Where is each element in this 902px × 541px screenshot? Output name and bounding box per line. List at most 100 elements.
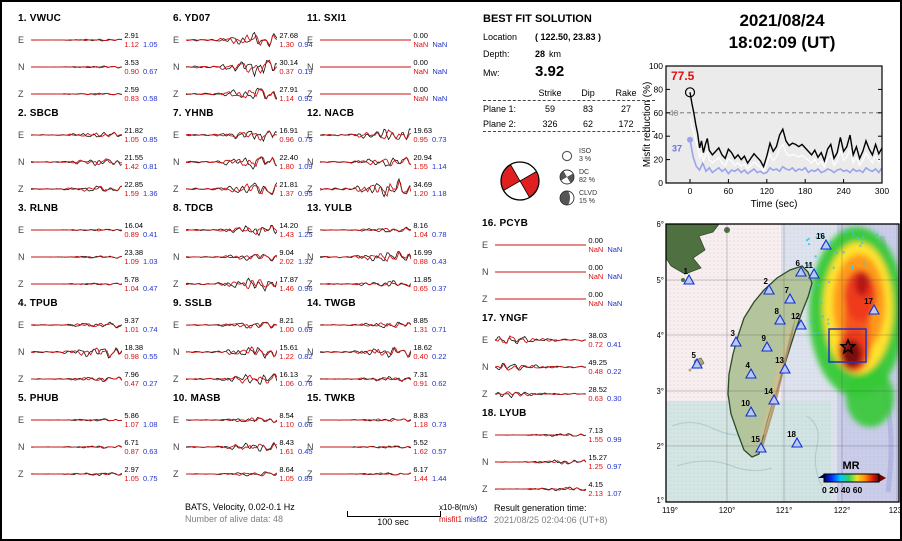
svg-text:60: 60 <box>724 186 734 196</box>
dc-component: DC 82 % <box>559 169 595 185</box>
station-column-1: 1. VWUC E 2.91 1.12 1.05 N 3.53 0.90 0.67 Z 2.59 0.… <box>18 10 172 485</box>
svg-text:6: 6 <box>796 259 801 268</box>
component-values: 23.38 1.09 1.03 <box>124 247 158 266</box>
component-row-z: Z 6.17 1.44 1.44 <box>307 460 461 487</box>
station-title: 5. PHUB <box>18 393 59 404</box>
waveform-lyub-n <box>494 458 587 465</box>
waveform-masb-z <box>185 470 278 476</box>
origin-time: 18:02:09 (UT) <box>728 33 836 52</box>
svg-text:18: 18 <box>787 430 796 439</box>
waveform-lyub-z <box>494 486 587 491</box>
station-twgb: 14. TWGB E 8.85 1.31 0.71 N 18.62 0.40 0.22 Z 7.31… <box>307 295 461 390</box>
component-row-z: Z 8.64 1.05 0.89 <box>173 460 327 487</box>
component-row-z: Z 7.96 0.47 0.27 <box>18 365 172 392</box>
location-value: ( 122.50, 23.83 ) <box>535 32 602 42</box>
waveform-sbcb-e <box>30 131 122 137</box>
waveform-tdcb-z <box>185 277 278 292</box>
lat-label: 23° <box>657 387 664 396</box>
component-values: 0.00 NaN NaN <box>588 262 623 281</box>
svg-text:14: 14 <box>764 387 773 396</box>
nodal-plane-table: Strike Dip Rake Plane 1: 59 83 27 Plane … <box>483 85 655 132</box>
component-label: E <box>18 224 25 235</box>
station-yd07: 6. YD07 E 27.68 1.30 0.94 N 30.14 0.37 0.19 Z 27.9… <box>173 10 327 105</box>
component-values: 8.64 1.05 0.89 <box>279 464 313 483</box>
component-row-z: Z 0.00 NaN NaN <box>307 80 461 107</box>
station-sxi1: 11. SXI1 E 0.00 NaN NaN N 0.00 NaN NaN Z 0.00 NaN Na… <box>307 10 461 105</box>
map-station-5: 5 <box>691 351 703 369</box>
map-station-1: 1 <box>683 267 695 285</box>
component-row-n: N 15.61 1.22 0.82 <box>173 338 327 365</box>
map-station-2: 2 <box>763 277 775 295</box>
svg-text:15: 15 <box>751 435 760 444</box>
component-label: Z <box>18 278 24 289</box>
blue-start-label: 37 <box>672 144 682 154</box>
component-row-n: N 6.71 0.87 0.63 <box>18 433 172 460</box>
map-station-15: 15 <box>751 435 767 453</box>
station-sbcb: 2. SBCB E 21.82 1.05 0.85 N 21.55 1.42 0.81 Z 22.8… <box>18 105 172 200</box>
nodal-plane-header: Strike Dip Rake <box>538 87 637 98</box>
component-row-e: E 0.00 NaN NaN <box>307 26 461 53</box>
svg-text:0: 0 <box>688 186 693 196</box>
waveform-tpub-z <box>30 375 123 382</box>
result-time-label: Result generation time: <box>494 503 587 513</box>
component-label: E <box>173 414 180 425</box>
station-title: 13. YULB <box>307 203 353 214</box>
component-row-n: N 20.94 1.55 1.14 <box>307 148 461 175</box>
waveform-phub-n <box>30 444 123 449</box>
x-axis-label: Time (sec) <box>751 199 798 210</box>
station-column-3: 11. SXI1 E 0.00 NaN NaN N 0.00 NaN NaN Z 0.00 NaN Na… <box>307 10 461 485</box>
station-tdcb: 8. TDCB E 14.20 1.43 1.25 N 9.04 2.02 1.32 Z 17.87… <box>173 200 327 295</box>
component-row-n: N 23.38 1.09 1.03 <box>18 243 172 270</box>
component-label: Z <box>307 183 313 194</box>
station-title: 11. SXI1 <box>307 13 347 24</box>
component-label: Z <box>307 278 313 289</box>
misfit-reduction-chart: 0 20 40 60 80 100 0 60 120 180 240 300 77.5 40 37 Time … <box>642 61 889 210</box>
svg-text:240: 240 <box>837 186 851 196</box>
component-values: 34.69 1.20 1.18 <box>413 179 447 198</box>
component-label: E <box>173 224 180 235</box>
component-values: 30.14 0.37 0.19 <box>279 57 313 76</box>
y-axis-label: Misfit reduction (%) <box>642 82 653 168</box>
depth-label: Depth: <box>483 49 510 59</box>
component-values: 38.03 0.72 0.41 <box>588 330 622 349</box>
svg-text:180: 180 <box>798 186 812 196</box>
component-row-e: E 7.13 1.55 0.99 <box>482 421 636 448</box>
component-values: 0.00 NaN NaN <box>588 235 623 254</box>
component-row-e: E 5.86 1.07 1.08 <box>18 406 172 433</box>
waveform-vwuc-z <box>30 92 122 95</box>
station-title: 6. YD07 <box>173 13 211 24</box>
waveform-sxi1-e <box>319 39 412 40</box>
component-row-z: Z 34.69 1.20 1.18 <box>307 175 461 202</box>
map-station-16: 16 <box>816 232 832 250</box>
svg-text:13: 13 <box>775 356 784 365</box>
waveform-yhnb-e <box>185 129 277 142</box>
component-row-e: E 21.82 1.05 0.85 <box>18 121 172 148</box>
station-title: 18. LYUB <box>482 408 527 419</box>
time-scale-label: 100 sec <box>377 517 409 527</box>
svg-text:20: 20 <box>654 155 664 165</box>
waveform-yhnb-z <box>185 181 278 195</box>
waveform-rlnb-z <box>30 282 123 285</box>
component-values: 9.04 2.02 1.32 <box>279 247 313 266</box>
component-label: E <box>173 129 180 140</box>
component-label: N <box>307 346 314 357</box>
component-label: Z <box>482 293 488 304</box>
component-row-n: N 22.40 1.80 1.09 <box>173 148 327 175</box>
depth-value: 28 <box>535 49 546 59</box>
component-label: N <box>307 61 314 72</box>
component-values: 5.52 1.62 0.57 <box>413 437 447 456</box>
waveform-yd07-z <box>185 87 278 100</box>
component-row-e: E 16.91 0.96 0.75 <box>173 121 327 148</box>
map-station-6: 6 <box>795 259 807 277</box>
waveform-yd07-n <box>185 59 278 77</box>
station-title: 16. PCYB <box>482 218 529 229</box>
svg-text:300: 300 <box>875 186 889 196</box>
component-row-n: N 30.14 0.37 0.19 <box>173 53 327 80</box>
component-row-z: Z 2.97 1.05 0.75 <box>18 460 172 487</box>
component-label: Z <box>307 88 313 99</box>
component-values: 0.00 NaN NaN <box>588 289 623 308</box>
waveform-twgb-n <box>319 346 412 358</box>
station-title: 10. MASB <box>173 393 221 404</box>
map-station-18: 18 <box>787 430 803 448</box>
dc-beachball-icon <box>559 169 575 185</box>
